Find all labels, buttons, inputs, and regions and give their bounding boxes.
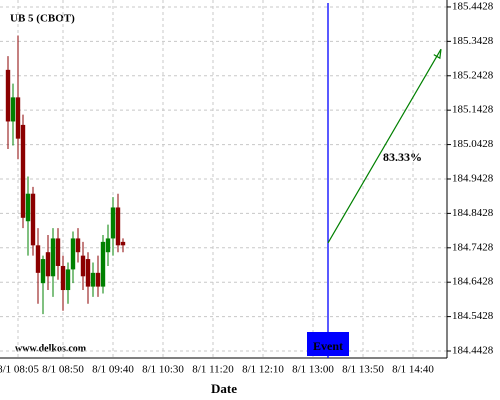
candle-body <box>120 241 126 246</box>
x-axis-label: Date <box>211 381 237 396</box>
event-label: Event <box>313 339 343 353</box>
y-tick-label: 185.0428 <box>452 138 494 150</box>
x-tick-label: 8/1 13:00 <box>292 364 334 376</box>
candle-body <box>15 97 21 139</box>
candle-body <box>75 238 81 253</box>
candle-body <box>105 238 111 253</box>
candle-body <box>95 272 101 287</box>
x-tick-label: 8/1 13:50 <box>342 364 384 376</box>
y-tick-label: 185.4428 <box>452 0 494 12</box>
candle-body <box>55 238 61 266</box>
x-tick-label: 8/1 10:30 <box>142 364 184 376</box>
candle-body <box>85 259 91 287</box>
y-tick-label: 185.2428 <box>452 69 494 81</box>
chart-title: UB 5 (CBOT) <box>10 13 75 25</box>
x-tick-label: 8/1 14:40 <box>392 364 434 376</box>
candle-body <box>115 207 121 246</box>
candle-body <box>80 255 86 277</box>
candle-body <box>30 193 36 246</box>
watermark: www.delkos.com <box>15 343 87 354</box>
candle-body <box>65 269 71 291</box>
x-tick-label: 8/1 11:20 <box>192 364 234 376</box>
candle-body <box>5 69 11 122</box>
candle-body <box>20 124 26 218</box>
y-tick-label: 184.4428 <box>452 345 494 357</box>
candle-body <box>25 193 31 222</box>
candle-body <box>100 241 106 287</box>
arrow-head <box>433 49 442 60</box>
y-tick-label: 184.6428 <box>452 276 494 288</box>
x-tick-label: 8/1 08:05 <box>0 364 39 376</box>
y-tick-label: 184.5428 <box>452 310 494 322</box>
candle-body <box>45 252 51 277</box>
arrow-line <box>327 48 442 244</box>
y-tick-label: 185.3428 <box>452 35 494 47</box>
y-tick-label: 185.1428 <box>452 104 494 116</box>
candle-body <box>60 265 66 291</box>
y-tick-label: 184.8428 <box>452 207 494 219</box>
candle-body <box>35 245 41 273</box>
candle-body <box>50 238 56 277</box>
event-box <box>307 332 349 356</box>
candle-body <box>10 97 16 122</box>
x-tick-label: 8/1 08:50 <box>42 364 84 376</box>
candle-body <box>70 238 76 270</box>
y-tick-label: 184.7428 <box>452 241 494 253</box>
arrow-label: 83.33% <box>383 150 422 164</box>
x-tick-label: 8/1 12:10 <box>242 364 284 376</box>
candle-body <box>110 207 116 239</box>
candle-body <box>90 272 96 287</box>
y-tick-label: 184.9428 <box>452 173 494 185</box>
candle-body <box>40 259 46 284</box>
x-tick-label: 8/1 09:40 <box>92 364 134 376</box>
